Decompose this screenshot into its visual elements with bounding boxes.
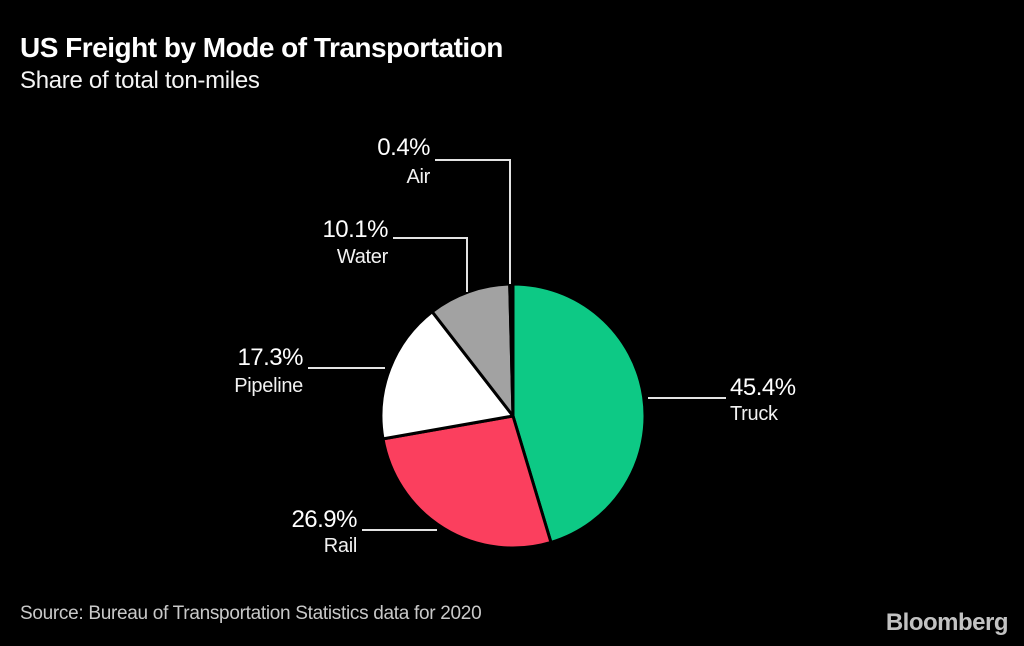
slice-value-air: 0.4% (377, 134, 430, 161)
slice-value-truck: 45.4% (730, 374, 796, 401)
callout-line-water (393, 237, 468, 292)
slice-name-truck: Truck (730, 403, 779, 425)
slice-name-pipeline: Pipeline (234, 375, 303, 397)
pie-slice-water (430, 282, 515, 418)
slice-name-air: Air (406, 166, 430, 188)
source-note: Source: Bureau of Transportation Statist… (20, 603, 482, 624)
pie-slice-pipeline (379, 310, 515, 441)
chart-title: US Freight by Mode of Transportation (20, 32, 503, 63)
pie-slice-rail (381, 414, 553, 550)
slice-value-water: 10.1% (322, 216, 388, 243)
slice-name-water: Water (337, 246, 389, 268)
pie-slice-truck (511, 282, 647, 544)
slice-name-rail: Rail (324, 535, 357, 557)
slice-value-rail: 26.9% (291, 506, 357, 533)
chart-subtitle: Share of total ton-miles (20, 67, 260, 94)
callout-line-air (435, 159, 511, 284)
slice-value-pipeline: 17.3% (237, 344, 303, 371)
pie-slice-air (508, 282, 515, 418)
bloomberg-logo: Bloomberg (885, 609, 1009, 636)
